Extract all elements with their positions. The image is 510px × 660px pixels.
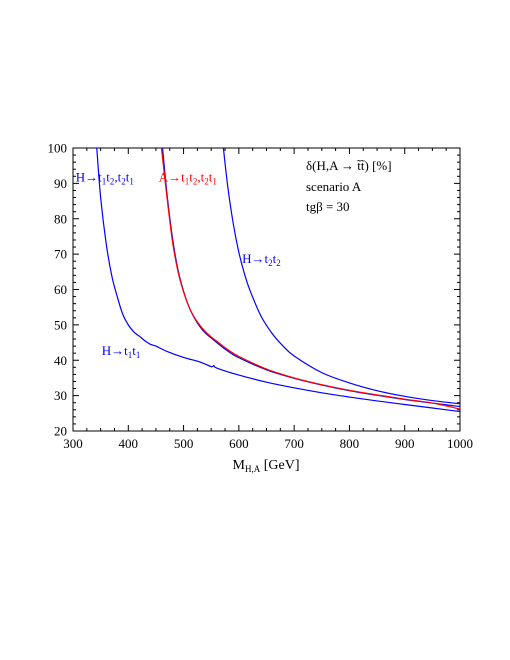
curve-label-h11: H→t1t1: [102, 343, 141, 360]
y-tick-label: 70: [54, 247, 67, 262]
curve-label-h12: H→t1t2,t2t1: [76, 170, 134, 187]
x-tick-label: 300: [63, 436, 83, 451]
series-lines: [96, 147, 461, 413]
curve-labels: H→t1t1 H→t1t2,t2t1 A→t1t2,t2t1 H→t2t2: [76, 170, 281, 360]
series-line-3: [222, 147, 461, 405]
series-line-2: [160, 147, 461, 410]
y-tick-label: 80: [54, 211, 67, 226]
y-tick-labels: 20 30 40 50 60 70 80 90 100: [48, 141, 68, 439]
y-tick-label: 30: [54, 388, 67, 403]
y-tick-label: 20: [54, 424, 67, 439]
x-tick-label: 500: [174, 436, 194, 451]
x-tick-label: 700: [284, 436, 304, 451]
y-tick-label: 100: [48, 141, 68, 156]
chart-title: δ(H,A → t̃t̃) [%]: [306, 158, 392, 173]
x-axis-label: MH,A [GeV]: [233, 458, 300, 474]
plot-frame: [72, 147, 461, 432]
y-tick-label: 50: [54, 317, 67, 332]
x-tick-label: 400: [119, 436, 139, 451]
x-tick-label: 800: [340, 436, 360, 451]
x-tick-label: 900: [395, 436, 415, 451]
x-tick-labels: 300 400 500 600 700 800 900 1000: [63, 436, 473, 451]
curve-label-a12: A→t1t2,t2t1: [159, 170, 217, 187]
x-tick-label: 1000: [447, 436, 473, 451]
series-line-0: [96, 147, 461, 413]
axis-ticks: [72, 147, 461, 432]
y-tick-label: 60: [54, 282, 67, 297]
curve-label-h22: H→t2t2: [242, 251, 281, 268]
y-tick-label: 90: [54, 176, 67, 191]
x-tick-label: 600: [229, 436, 249, 451]
annotation-scenario: scenario A: [306, 179, 362, 194]
annotation-tanbeta: tgβ = 30: [306, 199, 350, 214]
y-tick-label: 40: [54, 353, 67, 368]
